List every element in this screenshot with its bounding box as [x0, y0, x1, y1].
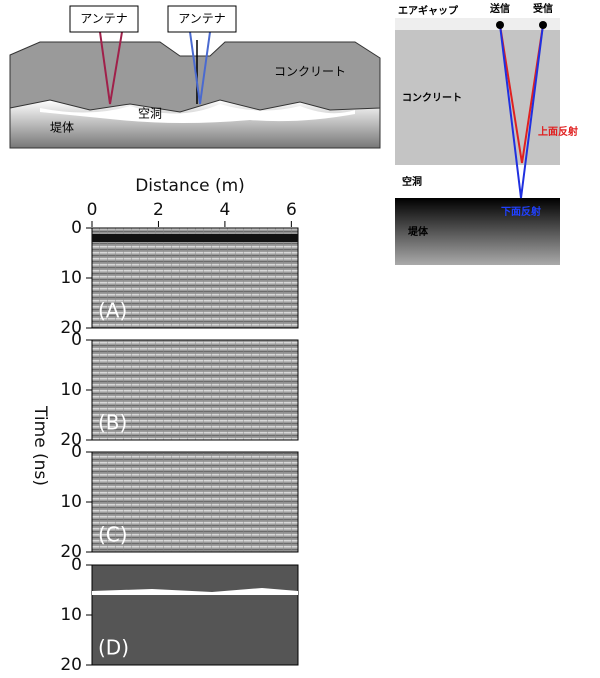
y-tick-label: 0 — [71, 555, 82, 575]
ray — [189, 31, 211, 105]
y-tick-label: 0 — [71, 218, 82, 238]
x-axis-label: Distance (m) — [135, 176, 245, 196]
embankment-label: 堤体 — [50, 121, 74, 135]
cavity — [395, 165, 560, 198]
reflection-band — [92, 588, 298, 595]
embankment — [395, 198, 560, 265]
y-tick-label: 10 — [60, 268, 82, 288]
embankment-label: 堤体 — [408, 225, 429, 238]
radargram: Distance (m) Time (ns) 0 2 4 6 (A) 0 10 20 (B) 0 1… — [30, 176, 299, 675]
y-axis-label: Time (ns) — [30, 405, 50, 486]
concrete-label: コンクリート — [274, 65, 346, 79]
panel — [91, 451, 299, 553]
receive-label: 受信 — [533, 2, 553, 15]
y-tick-label: 0 — [71, 442, 82, 462]
cavity-shape — [40, 104, 355, 123]
x-tick-label: 6 — [286, 200, 297, 220]
antenna-box — [167, 5, 237, 33]
y-tick-label: 10 — [60, 492, 82, 512]
bottom-reflection-label: 下面反射 — [501, 205, 541, 218]
air-gap — [395, 18, 560, 30]
panel-label: (B) — [98, 411, 127, 435]
x-tick-label: 0 — [87, 200, 98, 220]
cross-section: アンテナ アンテナ コンクリート 空洞 堤体 — [9, 5, 381, 149]
receiver — [539, 21, 547, 29]
top-ray — [499, 24, 544, 164]
air-gap-label: エアギャップ — [398, 4, 459, 17]
cavity-label: 空洞 — [138, 107, 162, 121]
y-tick-label: 20 — [60, 430, 82, 450]
y-tick-label: 10 — [60, 380, 82, 400]
panel-label: (A) — [98, 299, 127, 323]
y-tick-label: 20 — [60, 318, 82, 338]
x-tick-label: 2 — [153, 200, 164, 220]
transmit-label: 送信 — [489, 2, 510, 15]
panel-label: (D) — [98, 636, 129, 660]
y-tick-label: 0 — [71, 330, 82, 350]
bottom-ray — [499, 24, 544, 199]
reflection-diagram: エアギャップ 送信 受信 コンクリート 上面反射 空洞 下面反射 堤体 — [395, 2, 578, 265]
panel-label: (C) — [98, 523, 128, 547]
panel — [91, 564, 299, 666]
concrete-label: コンクリート — [402, 92, 462, 104]
y-tick-label: 20 — [60, 542, 82, 562]
antenna-box — [69, 5, 139, 33]
antenna-label: アンテナ — [178, 12, 226, 26]
x-tick-label: 4 — [219, 200, 230, 220]
cavity-label: 空洞 — [402, 175, 422, 188]
transmitter — [496, 21, 504, 29]
top-reflection-label: 上面反射 — [538, 125, 578, 138]
ray — [99, 31, 123, 105]
y-tick-label: 10 — [60, 605, 82, 625]
surface-band — [92, 234, 298, 242]
concrete — [9, 41, 381, 113]
y-tick-label: 20 — [60, 655, 82, 674]
antenna-label: アンテナ — [80, 12, 128, 26]
